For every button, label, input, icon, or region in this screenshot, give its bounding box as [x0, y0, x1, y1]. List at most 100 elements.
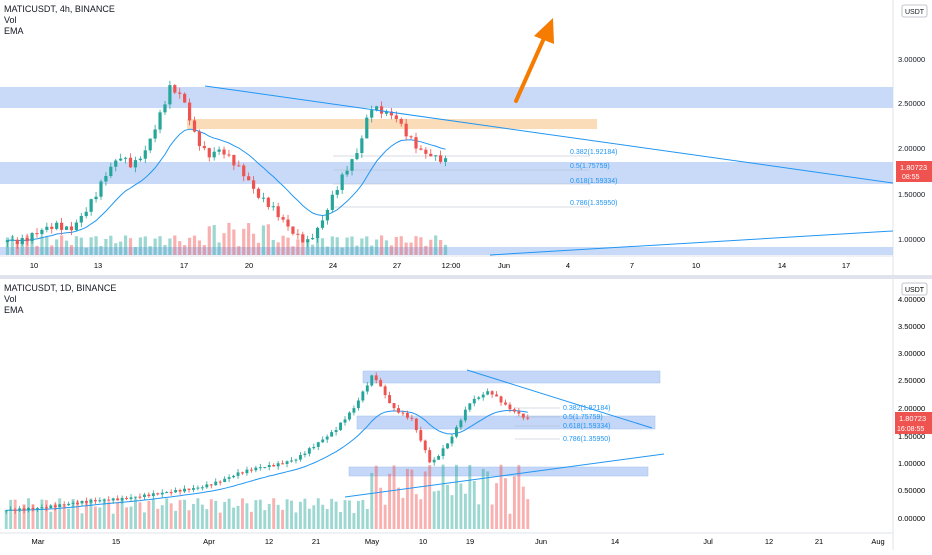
- volume-bar: [303, 498, 307, 529]
- volume-bar: [242, 228, 246, 255]
- candle: [173, 84, 177, 95]
- ascending-trendline[interactable]: [489, 230, 894, 256]
- candle: [472, 395, 476, 407]
- volume-bar: [94, 236, 98, 255]
- volume-bar: [258, 499, 262, 529]
- candle: [89, 498, 93, 505]
- volume-bar: [271, 240, 275, 255]
- chart-canvas-4h[interactable]: 0.382(1.92184) 0.5(1.75759) 0.618(1.5933…: [0, 0, 932, 275]
- candle: [99, 179, 103, 200]
- descending-trendline[interactable]: [466, 369, 653, 429]
- volume-bar: [22, 504, 26, 529]
- candle: [60, 217, 64, 235]
- price-tick: 1.50000: [898, 190, 925, 199]
- indicator-ema[interactable]: EMA: [4, 26, 24, 36]
- candle: [325, 208, 330, 225]
- volume-bar: [49, 511, 53, 529]
- chart-pane-4h[interactable]: 0.382(1.92184) 0.5(1.75759) 0.618(1.5933…: [0, 0, 932, 275]
- volume-bar: [241, 498, 244, 529]
- indicator-vol[interactable]: Vol: [4, 15, 17, 25]
- bottom-zone[interactable]: [0, 247, 893, 255]
- descending-trendline[interactable]: [204, 85, 894, 184]
- chart-legend-1d[interactable]: MATICUSDT, 1D, BINANCE Vol EMA: [4, 283, 116, 316]
- time-tick: 24: [329, 261, 337, 270]
- volume-bar: [276, 242, 280, 255]
- volume-bar: [214, 500, 218, 529]
- candle: [374, 372, 378, 384]
- volume-bar: [31, 504, 35, 529]
- candle: [370, 374, 374, 387]
- volume-bar: [45, 236, 49, 255]
- resistance-zone[interactable]: [362, 370, 661, 384]
- candle: [245, 466, 249, 476]
- candle: [202, 141, 206, 151]
- indicator-ema[interactable]: EMA: [4, 305, 24, 315]
- volume-bar: [370, 473, 374, 529]
- price-tick: 2.00000: [898, 404, 925, 413]
- candle: [209, 484, 213, 489]
- currency-badge[interactable]: [901, 4, 928, 18]
- time-tick: Jun: [535, 537, 547, 546]
- candle: [316, 441, 320, 451]
- volume-bar: [352, 513, 356, 529]
- candle: [340, 172, 344, 194]
- ascending-trendline[interactable]: [344, 453, 665, 498]
- candle: [446, 443, 449, 450]
- candle: [397, 404, 400, 414]
- volume-bar: [325, 509, 329, 529]
- volume-bar: [266, 224, 270, 255]
- time-tick: 10: [419, 537, 427, 546]
- supply-zone[interactable]: [187, 119, 597, 129]
- candle: [200, 485, 204, 491]
- currency-badge-label: USDT: [905, 9, 925, 16]
- volume-bar: [209, 499, 213, 529]
- candle: [429, 149, 433, 157]
- volume-bar: [443, 244, 448, 255]
- volume-bar: [296, 239, 300, 255]
- volume-bar: [89, 498, 93, 529]
- candle: [365, 382, 369, 395]
- chart-canvas-1d[interactable]: 0.382(1.92184) 0.5(1.75759) 0.618(1.5933…: [0, 279, 932, 550]
- volume-bar: [394, 236, 398, 255]
- volume-bar: [142, 512, 146, 529]
- time-tick: 13: [94, 261, 102, 270]
- candle: [285, 460, 289, 468]
- candle: [218, 480, 222, 486]
- chart-pane-1d[interactable]: 0.382(1.92184) 0.5(1.75759) 0.618(1.5933…: [0, 279, 932, 550]
- volume-bar: [335, 237, 339, 255]
- volume-bar: [116, 501, 120, 529]
- volume-bar: [468, 464, 472, 529]
- volume-bar: [15, 243, 19, 255]
- fib-retracement[interactable]: 0.382(1.92184) 0.5(1.75759) 0.618(1.5933…: [333, 149, 617, 208]
- indicator-vol[interactable]: Vol: [4, 294, 17, 304]
- chart-legend-4h[interactable]: MATICUSDT, 4h, BINANCE Vol EMA: [4, 4, 115, 37]
- resistance-zone[interactable]: [0, 87, 893, 108]
- candle: [62, 501, 66, 509]
- last-price-value: 1.80723: [900, 163, 927, 172]
- pane-separator[interactable]: [0, 275, 932, 279]
- candle: [352, 405, 356, 416]
- volume-bar: [495, 483, 499, 529]
- volume-bar: [129, 506, 133, 529]
- currency-badge[interactable]: [901, 282, 928, 296]
- volume-bar: [4, 510, 8, 529]
- volume-bar: [44, 500, 48, 529]
- volume-bar: [64, 240, 69, 255]
- symbol-title[interactable]: MATICUSDT, 4h, BINANCE: [4, 4, 115, 14]
- fib-retracement[interactable]: 0.382(1.92184) 0.5(1.75759) 0.618(1.5933…: [515, 405, 610, 443]
- volume-bar: [450, 495, 454, 529]
- symbol-title[interactable]: MATICUSDT, 1D, BINANCE: [4, 283, 117, 293]
- candle: [360, 135, 364, 158]
- volume-bar: [419, 237, 423, 255]
- support-zone[interactable]: [0, 162, 893, 184]
- candle: [9, 506, 13, 511]
- candle: [423, 439, 427, 454]
- volume-bar: [401, 497, 405, 529]
- candle: [10, 234, 14, 241]
- price-axis-1d: 4.00000 3.50000 3.00000 2.50000 2.00000 …: [898, 295, 925, 523]
- price-scale[interactable]: [893, 0, 932, 275]
- bullish-arrow[interactable]: [514, 18, 554, 103]
- volume-bar: [315, 235, 320, 255]
- volume-bar: [18, 510, 22, 529]
- candle: [361, 390, 365, 403]
